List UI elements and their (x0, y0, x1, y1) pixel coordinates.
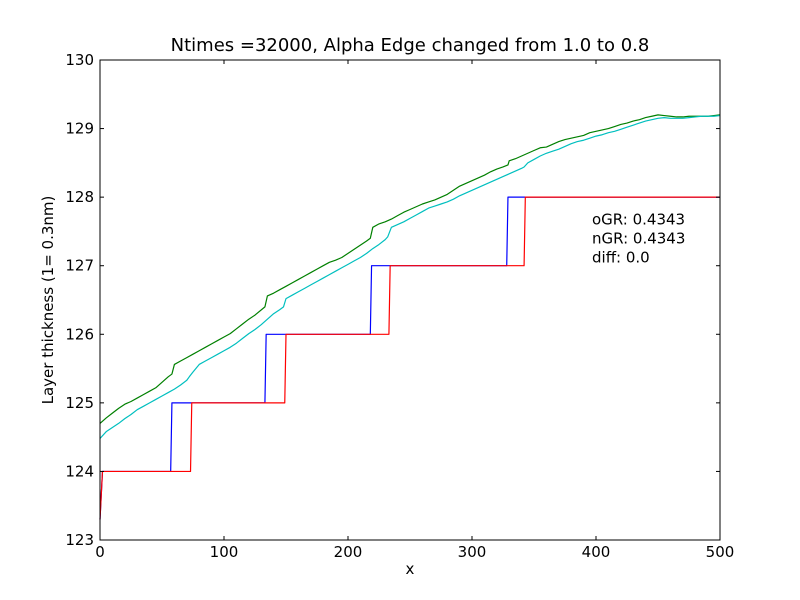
series-line-1 (99, 114, 721, 424)
y-tick-label: 124 (65, 462, 94, 480)
x-tick-label: 500 (706, 543, 735, 561)
x-axis-label: x (406, 560, 415, 578)
series-layer (99, 114, 721, 520)
series-line-2 (99, 114, 721, 439)
chart-title: Ntimes =32000, Alpha Edge changed from 1… (171, 35, 650, 56)
series-line-4 (99, 196, 720, 520)
x-tick-label: 100 (210, 543, 239, 561)
y-tick-label: 126 (65, 325, 94, 343)
annotation-text-2: nGR: 0.4343 (592, 230, 685, 248)
y-tick-label: 125 (65, 394, 94, 412)
plot-area: 0 100 200 300 400 500 123 124 125 126 127 128 129 130… (65, 51, 734, 561)
y-tick-label: 127 (65, 257, 94, 275)
ticks-layer: 0 100 200 300 400 500 123 124 125 126 127 128 129 130 (65, 51, 734, 561)
x-tick-label: 300 (458, 543, 487, 561)
x-tick-label: 0 (95, 543, 105, 561)
x-tick-label: 400 (582, 543, 611, 561)
x-tick-label: 200 (334, 543, 363, 561)
y-tick-label: 123 (65, 531, 94, 549)
y-tick-label: 128 (65, 188, 94, 206)
plot-background (100, 60, 720, 540)
annotation-text-3: diff: 0.0 (592, 249, 650, 267)
y-tick-label: 130 (65, 51, 94, 69)
annotation-text-1: oGR: 0.4343 (592, 211, 685, 229)
y-tick-label: 129 (65, 120, 94, 138)
y-axis-label: Layer thickness (1= 0.3nm) (39, 196, 57, 405)
plot-frame (99, 59, 721, 541)
